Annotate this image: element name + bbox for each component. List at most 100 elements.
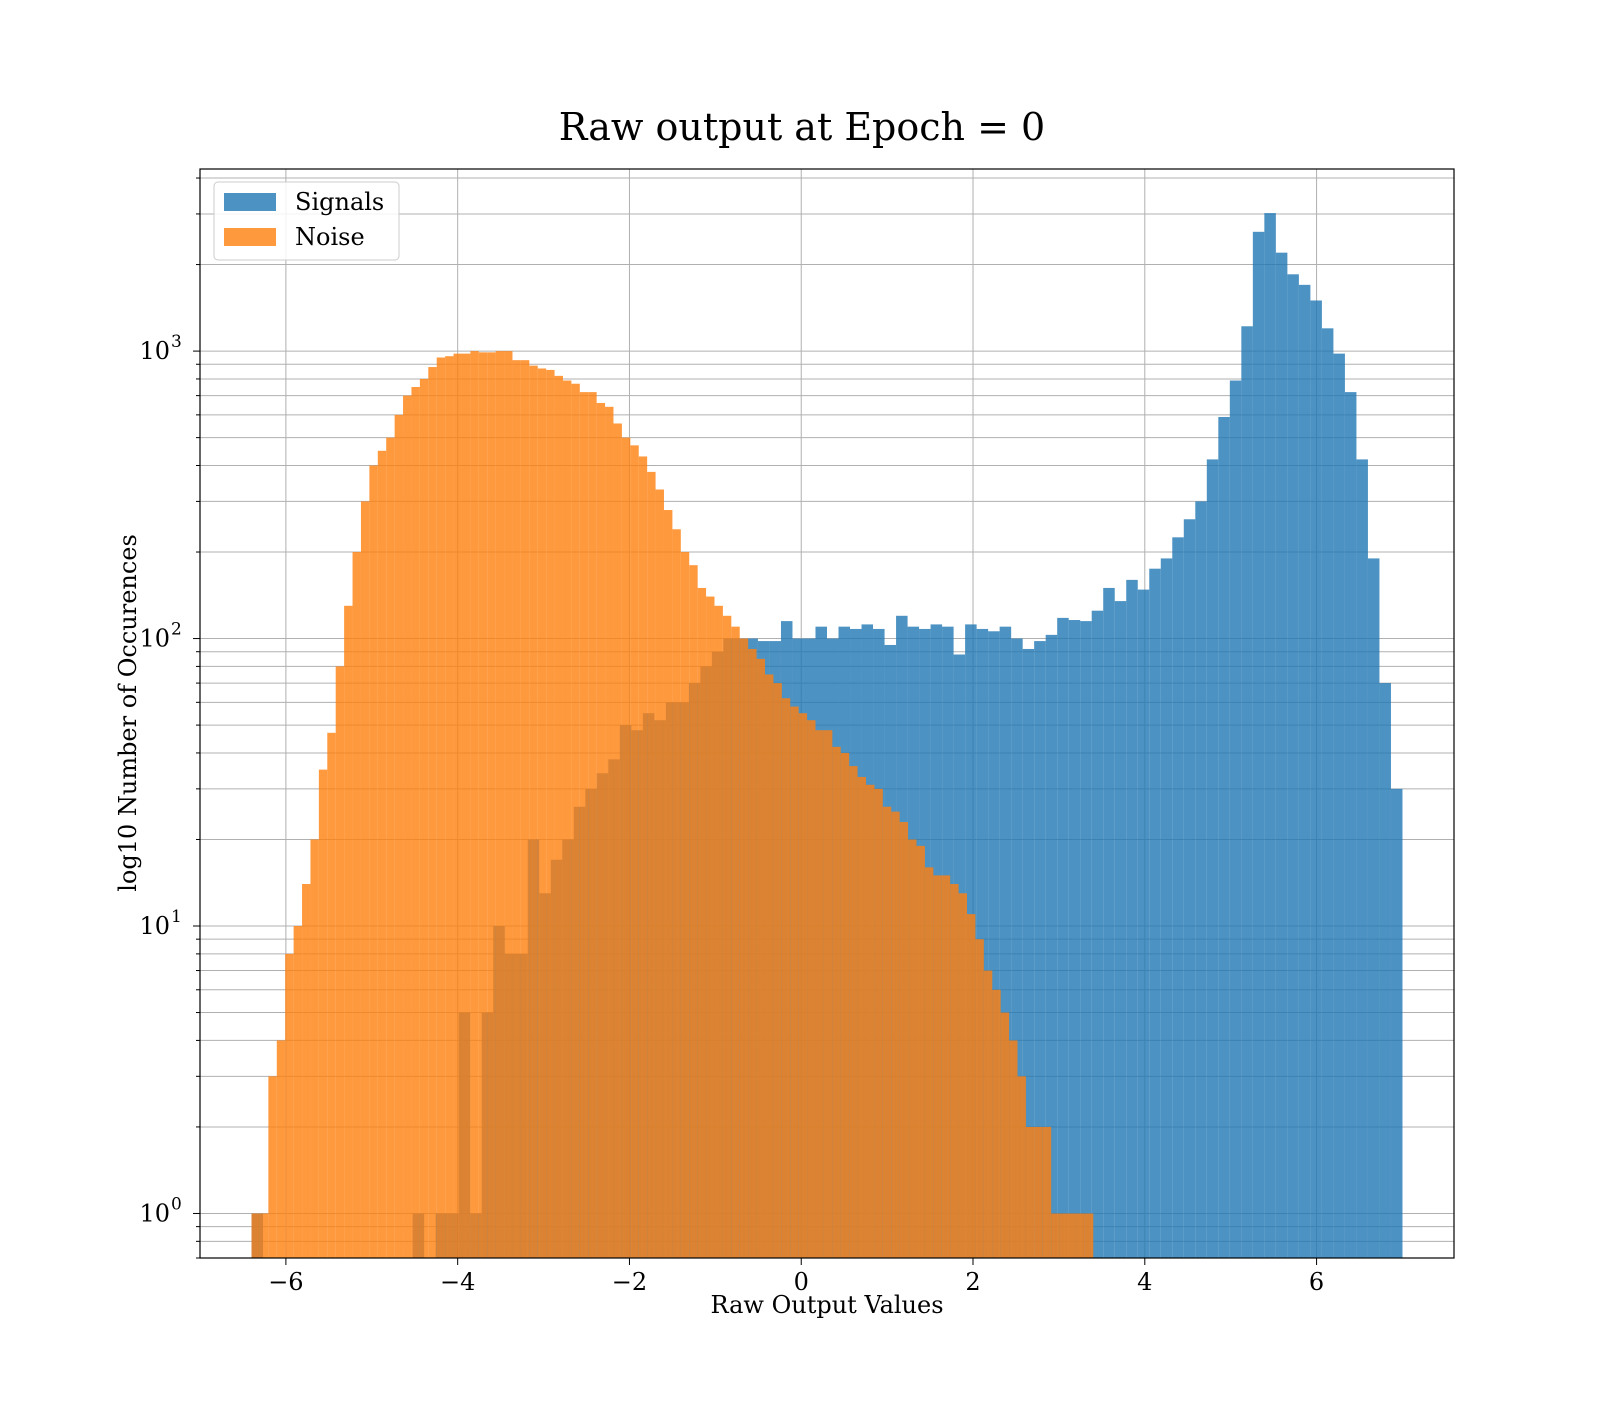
- y-tick-exponent: 0: [171, 1194, 182, 1214]
- bar-signals: [988, 631, 1000, 1258]
- bar-noise: [318, 769, 328, 1258]
- bar-signals: [1045, 634, 1058, 1258]
- bar-noise: [655, 489, 664, 1258]
- bar-noise: [605, 406, 614, 1258]
- bar-noise: [722, 615, 732, 1258]
- bar-noise: [436, 357, 446, 1258]
- bar-signals: [1091, 610, 1104, 1258]
- bar-noise: [285, 953, 294, 1258]
- bar-noise: [520, 360, 530, 1258]
- bar-noise: [916, 845, 925, 1258]
- x-tick-label: 6: [1309, 1268, 1324, 1296]
- bar-noise: [394, 414, 404, 1258]
- bar-signals: [1379, 683, 1391, 1258]
- bar-noise: [1051, 1213, 1060, 1258]
- x-tick-label: 0: [794, 1268, 809, 1296]
- bar-signals: [1011, 638, 1023, 1258]
- y-tick-exponent: 3: [171, 332, 182, 352]
- bar-signals: [1310, 300, 1322, 1259]
- bar-signals: [1103, 587, 1115, 1258]
- bar-noise: [562, 380, 572, 1258]
- bar-noise: [798, 713, 808, 1258]
- bar-noise: [899, 822, 909, 1258]
- bar-noise: [663, 510, 673, 1258]
- bar-noise: [1059, 1213, 1069, 1258]
- x-axis-label: Raw Output Values: [710, 1291, 943, 1319]
- bar-noise: [554, 375, 563, 1258]
- bar-signals: [1149, 568, 1161, 1258]
- bar-noise: [419, 378, 429, 1258]
- bar-noise: [680, 552, 690, 1258]
- bar-noise: [924, 867, 934, 1258]
- bar-noise: [865, 784, 875, 1258]
- legend-label-noise: Noise: [295, 223, 365, 251]
- x-tick-label: −2: [612, 1268, 647, 1296]
- bar-noise: [832, 746, 841, 1258]
- bar-noise: [529, 365, 538, 1258]
- x-tick-label: 2: [965, 1268, 980, 1296]
- bar-noise: [891, 811, 900, 1258]
- bar-signals: [1390, 788, 1403, 1258]
- histogram-bars: [251, 213, 1403, 1259]
- bar-signals: [1229, 380, 1242, 1258]
- bar-noise: [360, 501, 370, 1258]
- bar-noise: [504, 351, 513, 1259]
- bar-noise: [882, 806, 892, 1258]
- bar-noise: [630, 445, 639, 1259]
- bar-signals: [1298, 284, 1311, 1259]
- bar-noise: [293, 926, 303, 1258]
- bar-noise: [268, 1076, 277, 1258]
- bar-noise: [310, 839, 319, 1258]
- bar-noise: [1017, 1076, 1026, 1258]
- bar-noise: [781, 698, 791, 1258]
- bar-signals: [1333, 353, 1345, 1258]
- bar-noise: [697, 587, 707, 1258]
- y-tick-label: 10: [139, 337, 170, 365]
- bar-signals: [999, 626, 1012, 1258]
- bar-noise: [512, 360, 521, 1258]
- bar-noise: [411, 387, 420, 1258]
- bar-noise: [461, 353, 471, 1258]
- bar-noise: [327, 732, 336, 1258]
- bar-noise: [975, 939, 984, 1258]
- bar-noise: [276, 1040, 286, 1258]
- y-tick-label: 10: [139, 1199, 170, 1227]
- bar-signals: [1206, 459, 1219, 1258]
- bar-noise: [613, 423, 622, 1259]
- y-tick-label: 10: [139, 912, 170, 940]
- chart-title: Raw output at Epoch = 0: [559, 105, 1045, 149]
- bar-signals: [1264, 213, 1276, 1259]
- bar-signals: [1057, 617, 1069, 1258]
- bar-signals: [1195, 501, 1207, 1258]
- bar-noise: [908, 839, 917, 1258]
- bar-signals: [1126, 579, 1138, 1258]
- bar-noise: [259, 1213, 269, 1258]
- bar-signals: [1068, 620, 1081, 1258]
- bar-noise: [739, 638, 749, 1258]
- bar-signals: [1321, 328, 1334, 1259]
- bar-noise: [857, 776, 866, 1258]
- bar-noise: [302, 884, 311, 1258]
- bar-noise: [1009, 1040, 1018, 1258]
- bar-signals: [1172, 537, 1184, 1258]
- bar-noise: [377, 450, 387, 1258]
- bar-noise: [537, 368, 547, 1259]
- plot-frame: [199, 168, 1455, 1259]
- bar-noise: [941, 875, 951, 1258]
- bar-noise: [849, 766, 858, 1258]
- bar-noise: [714, 605, 723, 1258]
- bar-noise: [1084, 1213, 1094, 1258]
- bar-noise: [453, 353, 462, 1258]
- bar-noise: [731, 626, 740, 1258]
- bar-noise: [369, 465, 378, 1258]
- bar-noise: [1025, 1126, 1035, 1258]
- bar-noise: [748, 648, 757, 1258]
- bar-noise: [823, 730, 833, 1258]
- bar-noise: [815, 730, 824, 1258]
- bar-noise: [967, 914, 976, 1258]
- bar-noise: [352, 552, 361, 1258]
- bar-signals: [1275, 252, 1288, 1258]
